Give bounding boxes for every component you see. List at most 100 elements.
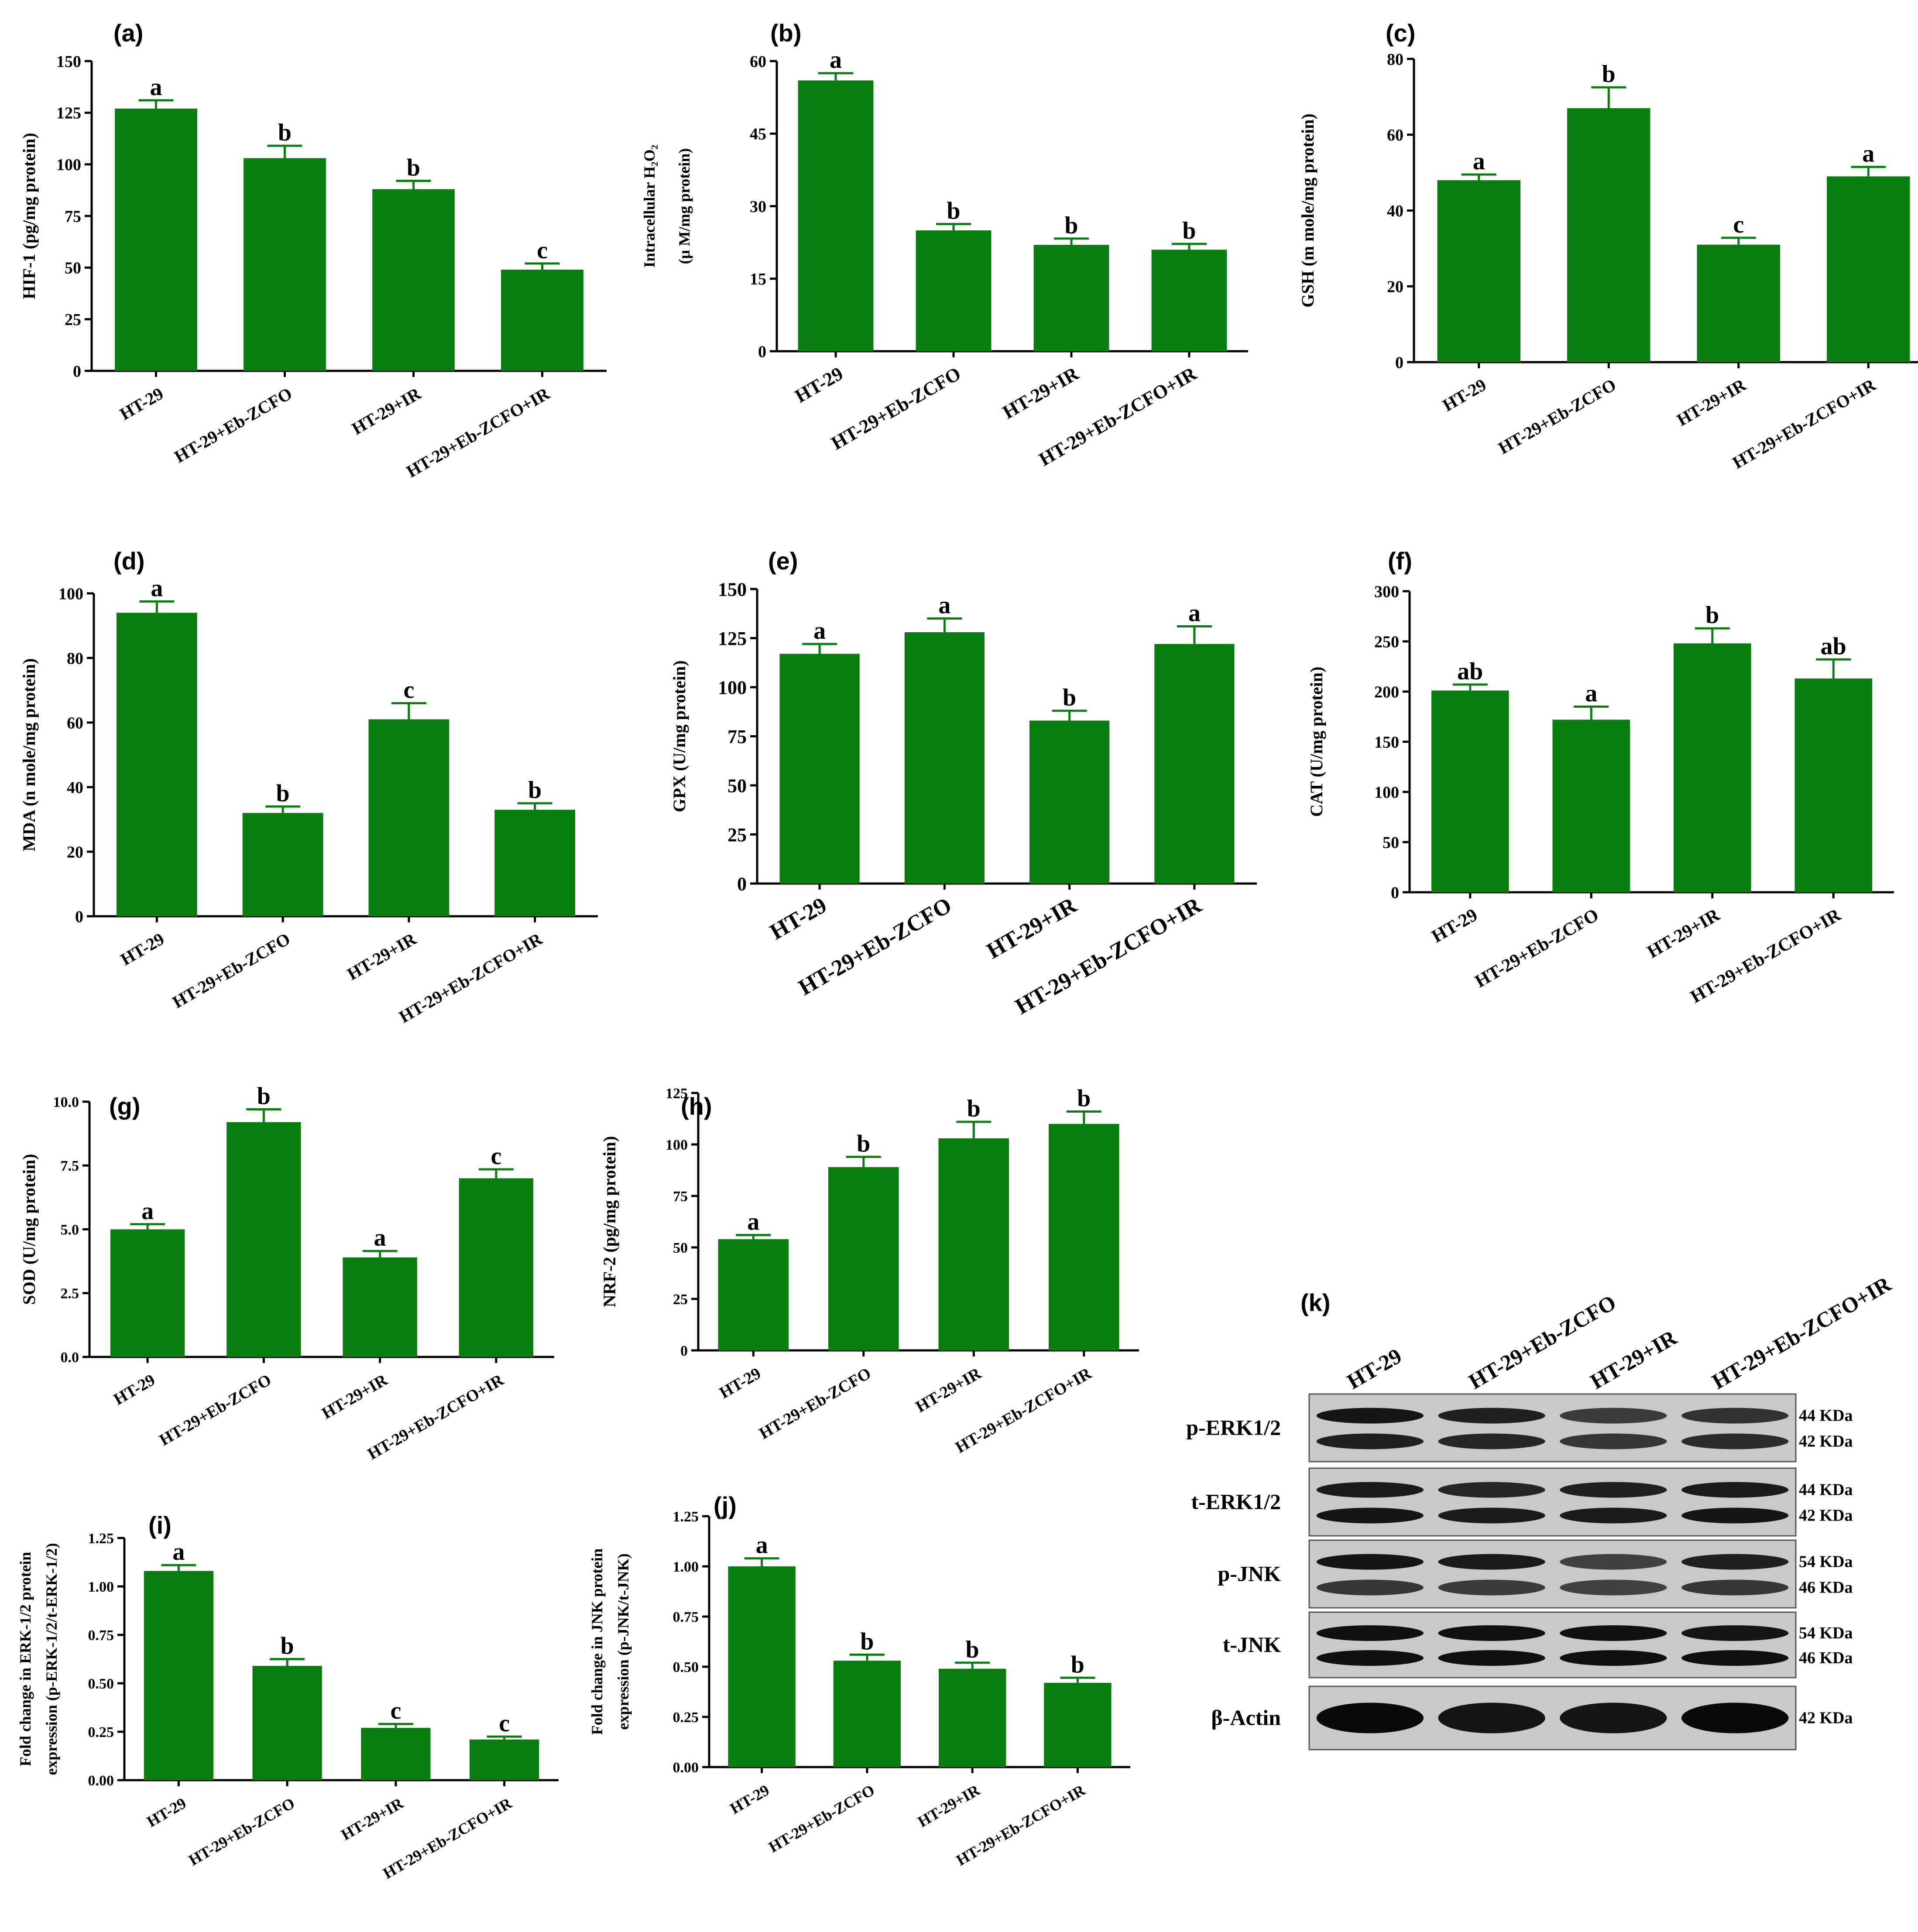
blot-kda-label: 42 KDa: [1799, 1432, 1853, 1451]
significance-letter: c: [403, 677, 414, 704]
bar-c-1: [1567, 108, 1650, 362]
chart-panel-f: (f) 0 50 100 150 200 250 300 CAT (U/mg protein) a…: [1307, 547, 1894, 1007]
significance-letter: b: [947, 198, 960, 225]
y-tick-label: 25: [727, 824, 747, 846]
y-tick-label: 1.00: [673, 1559, 699, 1575]
y-tick-label: 50: [1383, 833, 1399, 852]
blot-kda-label: 44 KDa: [1799, 1407, 1853, 1425]
significance-letter: b: [276, 780, 290, 807]
blot-row-label: t-JNK: [1223, 1632, 1281, 1657]
y-tick-label: 60: [750, 52, 766, 71]
chart-panel-i: (i) 0.00 0.25 0.50 0.75 1.00 1.25 Fold change i…: [17, 1511, 559, 1882]
panel-label-e: (e): [768, 547, 798, 575]
blot-band: [1560, 1625, 1667, 1641]
blot-band: [1316, 1433, 1424, 1449]
x-tick-label: HT-29+Eb-ZCFO: [171, 384, 295, 467]
chart-panel-j: (j) 0.00 0.25 0.50 0.75 1.00 1.25 Fold change i…: [588, 1492, 1130, 1869]
blot-band: [1438, 1625, 1545, 1641]
blot-lane-label: HT-29+Eb-ZCFO+IR: [1708, 1271, 1895, 1394]
y-axis-title: GSH (m mole/mg protein): [1298, 113, 1318, 308]
chart-panel-b: (b) 0 15 30 45 60 Intracellular H₂O₂ (μ M/mg pr…: [641, 19, 1248, 470]
x-tick-label: HT-29+Eb-ZCFO: [185, 1794, 298, 1869]
y-tick-label: 60: [1387, 126, 1403, 144]
y-tick-label: 150: [1374, 733, 1399, 751]
blot-band: [1681, 1554, 1789, 1570]
bar-a-2: [372, 189, 455, 371]
bar-j-0: [728, 1566, 796, 1767]
significance-letter: b: [966, 1636, 979, 1663]
blot-band: [1681, 1650, 1789, 1666]
blot-band: [1681, 1482, 1789, 1498]
blot-band: [1316, 1625, 1424, 1641]
significance-letter: b: [1063, 684, 1076, 711]
blot-band: [1438, 1507, 1545, 1524]
y-tick-label: 125: [56, 104, 81, 123]
significance-letter: a: [1862, 140, 1874, 168]
blot-band: [1316, 1408, 1424, 1424]
significance-letter: a: [1585, 680, 1597, 707]
significance-letter: a: [813, 617, 826, 644]
significance-letter: b: [257, 1083, 271, 1110]
significance-letter: ab: [1821, 633, 1846, 660]
panel-label-b: (b): [770, 19, 802, 47]
x-tick-label: HT-29+Eb-ZCFO: [1472, 905, 1602, 992]
bar-f-0: [1431, 690, 1509, 892]
y-tick-label: 0: [1395, 353, 1403, 372]
bar-f-2: [1673, 643, 1751, 892]
significance-letter: b: [1602, 61, 1616, 88]
y-axis-title: GPX (U/mg protein): [669, 660, 689, 812]
y-tick-label: 2.5: [61, 1286, 79, 1302]
significance-letter: c: [1733, 211, 1744, 238]
y-tick-label: 0.0: [61, 1350, 79, 1366]
significance-letter: b: [1064, 212, 1078, 239]
blot-band: [1438, 1702, 1545, 1733]
blot-kda-label: 54 KDa: [1799, 1624, 1853, 1642]
y-tick-label: 25: [673, 1291, 688, 1308]
significance-letter: b: [278, 119, 292, 146]
blot-band: [1560, 1650, 1667, 1666]
blot-kda-label: 42 KDa: [1799, 1507, 1853, 1525]
significance-letter: a: [374, 1224, 386, 1251]
y-tick-label: 20: [1387, 278, 1403, 296]
blot-membrane: [1308, 1539, 1797, 1609]
blot-kda-label: 46 KDa: [1799, 1579, 1853, 1597]
blot-band: [1560, 1482, 1667, 1498]
bar-i-2: [361, 1728, 431, 1780]
significance-letter: a: [141, 1198, 154, 1225]
blot-band: [1438, 1579, 1545, 1596]
bar-h-0: [718, 1239, 789, 1350]
y-tick-label: 7.5: [61, 1158, 79, 1174]
bar-d-2: [368, 719, 449, 916]
y-axis-title: MDA (n mole/mg protein): [19, 658, 39, 852]
significance-letter: a: [1473, 148, 1485, 175]
x-tick-label: HT-29+IR: [338, 1794, 407, 1844]
panel-label-a: (a): [113, 19, 143, 47]
y-tick-label: 1.25: [88, 1531, 114, 1547]
bar-f-3: [1794, 678, 1873, 892]
y-tick-label: 45: [750, 125, 766, 144]
y-tick-label: 20: [67, 843, 83, 861]
y-tick-label: 0: [758, 343, 766, 361]
bar-e-3: [1154, 644, 1235, 884]
y-tick-label: 75: [65, 207, 81, 226]
y-tick-label: 0.25: [673, 1709, 699, 1726]
bar-i-0: [144, 1571, 213, 1780]
significance-letter: c: [491, 1143, 501, 1170]
bar-b-2: [1033, 245, 1109, 351]
bar-e-0: [779, 654, 860, 884]
bar-c-0: [1437, 180, 1520, 362]
x-tick-label: HT-29: [716, 1364, 764, 1402]
y-tick-label: 0.50: [88, 1676, 114, 1692]
x-tick-label: HT-29+IR: [1673, 374, 1750, 430]
bar-j-2: [938, 1668, 1006, 1767]
bar-c-2: [1697, 244, 1780, 362]
y-axis-title: HIF-1 (pg/mg protein): [19, 133, 39, 299]
blot-row-label: p-ERK1/2: [1186, 1415, 1281, 1440]
y-tick-label: 0.00: [673, 1760, 699, 1776]
blot-band: [1438, 1554, 1545, 1570]
y-tick-label: 0.50: [673, 1659, 699, 1675]
x-tick-label: HT-29: [117, 929, 168, 969]
y-tick-label: 5.0: [61, 1222, 79, 1238]
